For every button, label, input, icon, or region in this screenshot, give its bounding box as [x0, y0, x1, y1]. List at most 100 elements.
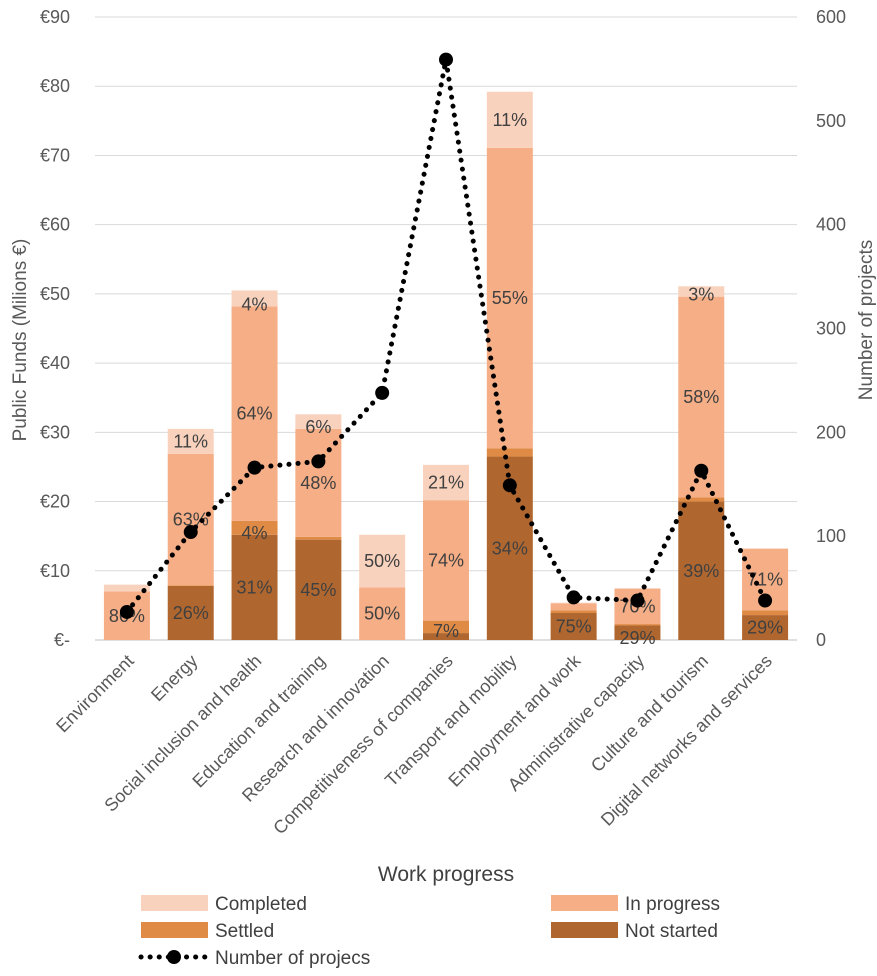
legend-label: In progress	[625, 894, 720, 915]
data-label: 4%	[242, 294, 268, 314]
data-label: 50%	[364, 551, 400, 571]
y2-tick-label: 400	[816, 215, 846, 235]
bars	[103, 91, 789, 640]
legend-label: Completed	[215, 894, 307, 915]
bar-segment	[550, 613, 597, 640]
data-label: 34%	[492, 538, 528, 558]
y-tick-label: €90	[40, 7, 70, 27]
data-label: 45%	[300, 580, 336, 600]
y2-tick-label: 300	[816, 319, 846, 339]
projects-marker	[566, 590, 581, 605]
bar-segment	[486, 91, 533, 148]
bar-segment	[295, 428, 342, 537]
data-label: 71%	[747, 569, 783, 589]
category-label: Energy	[147, 651, 201, 705]
bar-segment	[423, 620, 469, 634]
projects-marker	[247, 460, 262, 475]
data-label: 31%	[237, 577, 273, 597]
bar-segment	[742, 615, 789, 640]
data-label: 64%	[237, 404, 273, 424]
legend: Completed In progress Settled Not started Nu…	[138, 894, 720, 969]
data-label: 11%	[173, 431, 208, 451]
bar-segment	[231, 520, 278, 535]
data-label: 6%	[305, 417, 331, 437]
y-tick-label: €30	[40, 422, 70, 442]
legend-swatch	[551, 895, 618, 911]
bar-segment	[359, 534, 406, 588]
data-label: 21%	[428, 473, 464, 493]
data-label: 3%	[688, 285, 714, 305]
bar-segment	[423, 464, 469, 501]
bar-segment	[486, 147, 533, 449]
bar-segment	[231, 306, 278, 521]
legend-label: Number of projecs	[215, 948, 370, 969]
legend-label: Not started	[625, 921, 718, 942]
projects-marker	[630, 593, 645, 608]
data-label: 29%	[619, 628, 655, 648]
y2-axis-title: Number of projects	[856, 240, 877, 401]
y-tick-label: €50	[40, 284, 70, 304]
bar-segment	[614, 588, 661, 589]
projects-marker	[119, 604, 134, 619]
bar-segment	[103, 584, 150, 592]
legend-swatch	[551, 922, 618, 938]
bar-segment	[486, 448, 533, 457]
data-label: 58%	[683, 387, 719, 407]
bar-segment	[167, 428, 214, 454]
data-label: 26%	[173, 603, 209, 623]
bar-segment	[167, 453, 214, 586]
bar-segment	[231, 290, 278, 307]
projects-line	[119, 52, 773, 619]
bar-segment	[359, 587, 406, 640]
bar-segment	[678, 286, 725, 297]
bar-segment	[167, 586, 214, 640]
data-label: 63%	[173, 510, 209, 530]
data-label: 11%	[492, 110, 527, 130]
category-label: Environment	[52, 651, 138, 737]
data-label: 75%	[556, 617, 592, 637]
bar-segment	[423, 500, 469, 621]
y2-tick-label: 0	[816, 630, 826, 650]
projects-marker	[375, 385, 390, 400]
legend-swatch	[141, 895, 208, 911]
bar-segment	[231, 534, 278, 640]
y-tick-label: €80	[40, 76, 70, 96]
data-label: 55%	[492, 288, 528, 308]
projects-marker	[183, 525, 198, 540]
bar-segment	[295, 536, 342, 540]
bar-segment	[614, 625, 661, 640]
data-label: 39%	[683, 561, 719, 581]
y2-tick-label: 100	[816, 526, 846, 546]
bar-segment	[550, 603, 597, 611]
data-label: 50%	[364, 604, 400, 624]
category-label: Culture and tourism	[587, 651, 712, 776]
y2-tick-label: 200	[816, 422, 846, 442]
legend-line-marker	[167, 950, 181, 964]
y2-tick-label: 500	[816, 111, 846, 131]
data-label: 7%	[433, 621, 459, 641]
data-label: 48%	[300, 473, 336, 493]
bar-segment	[167, 585, 214, 587]
y-tick-label: €-	[54, 630, 70, 650]
y-tick-label: €40	[40, 353, 70, 373]
data-labels: 86%26%63%11%31%4%64%4%45%48%6%50%50%7%74…	[109, 110, 783, 648]
legend-swatch	[141, 922, 208, 938]
y2-tick-label: 600	[816, 7, 846, 27]
y-tick-label: €10	[40, 561, 70, 581]
bar-segment	[423, 633, 469, 640]
y-tick-label: €20	[40, 492, 70, 512]
x-axis-title: Work progress	[378, 863, 514, 886]
y-tick-label: €70	[40, 145, 70, 165]
data-label: 4%	[242, 523, 268, 543]
bar-segment	[295, 414, 342, 429]
legend-label: Settled	[215, 921, 274, 942]
bar-segment	[678, 497, 725, 502]
projects-marker	[439, 52, 453, 67]
y-tick-label: €60	[40, 215, 70, 235]
data-label: 29%	[747, 618, 783, 638]
bar-segment	[614, 624, 661, 626]
axes: €- €10 €20 €30 €40 €50 €60 €70 €80 €90 0 100 200 300 4…	[40, 7, 846, 838]
bar-segment	[742, 610, 789, 616]
